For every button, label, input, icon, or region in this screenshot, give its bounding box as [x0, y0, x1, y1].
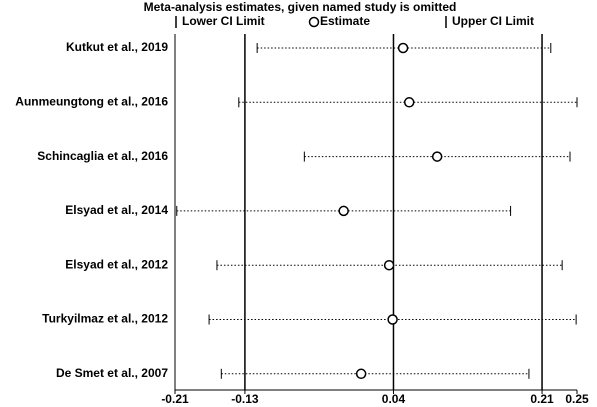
y-tick-label: De Smet et al., 2007 — [56, 366, 168, 380]
x-tick-label: 0.25 — [565, 392, 589, 406]
estimate — [431, 151, 443, 162]
x-tick-label: -0.21 — [161, 392, 189, 406]
chart-title: Meta-analysis estimates, given named stu… — [144, 0, 457, 14]
estimate — [403, 97, 415, 108]
x-tick-label: 0.21 — [530, 392, 554, 406]
estimate — [383, 259, 395, 271]
y-tick-label: Kutkut et al., 2019 — [66, 40, 168, 54]
y-tick-label: Turkyilmaz et al., 2012 — [42, 312, 168, 326]
y-tick-label: Elsyad et al., 2012 — [65, 257, 168, 271]
legend-label: Lower CI Limit — [182, 14, 265, 28]
legend-label: Upper CI Limit — [452, 14, 534, 28]
legend-label: Estimate — [320, 14, 370, 28]
estimate — [397, 42, 409, 54]
estimate — [387, 314, 398, 325]
x-tick-label: -0.13 — [231, 392, 259, 406]
x-tick-label: 0.04 — [382, 392, 406, 406]
legend-symbol — [308, 16, 320, 28]
y-tick-label: Aunmeungtong et al., 2016 — [15, 94, 168, 108]
estimate — [355, 368, 367, 380]
estimate — [338, 205, 349, 217]
y-tick-label: Schincaglia et al., 2016 — [37, 149, 168, 163]
y-tick-label: Elsyad et al., 2014 — [65, 203, 168, 217]
